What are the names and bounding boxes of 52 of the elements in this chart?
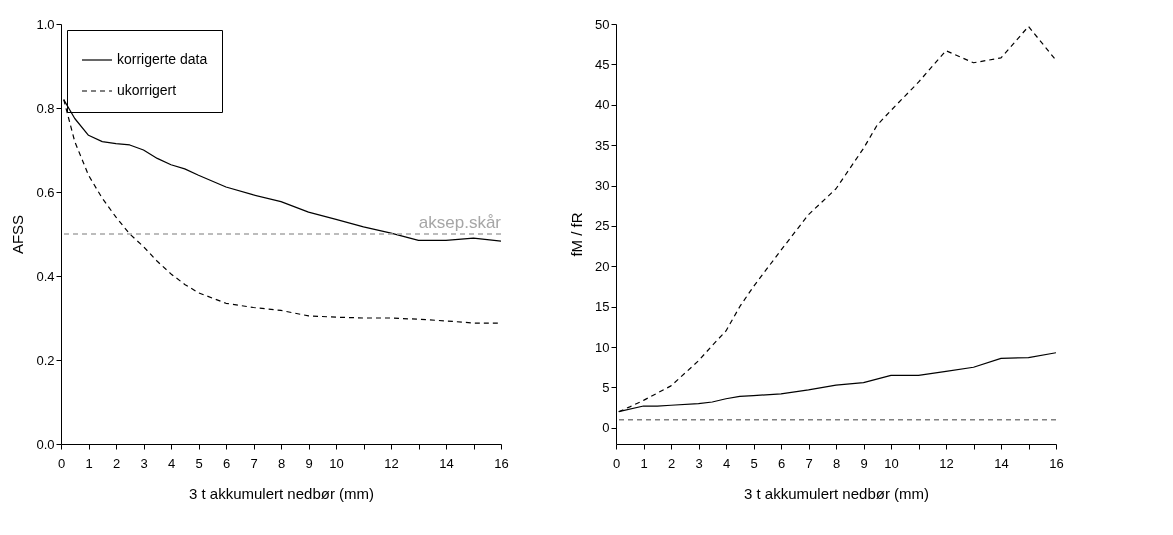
x-tick-label: 7 [250, 455, 258, 471]
y-tick-label: 40 [595, 97, 610, 113]
x-tick-label: 3 [140, 455, 148, 471]
x-tick-label: 8 [832, 455, 841, 471]
x-axis-title: 3 t akkumulert nedbør (mm) [743, 484, 930, 502]
x-tick-label: 8 [277, 455, 286, 471]
x-tick-label: 5 [750, 455, 758, 471]
x-tick-label: 7 [805, 455, 813, 471]
x-tick-label: 1 [85, 455, 93, 471]
x-tick-label: 0 [57, 455, 66, 471]
y-tick-label: 45 [595, 56, 610, 72]
y-tick-label: 0.6 [36, 184, 55, 200]
y-tick-label: 25 [595, 218, 610, 234]
x-tick-label: 16 [1049, 455, 1064, 471]
y-tick-label: 10 [595, 339, 610, 355]
x-tick-label: 9 [305, 455, 313, 471]
y-axis-title: fM / fR [568, 212, 586, 257]
x-tick-label: 12 [939, 455, 954, 471]
x-tick-label: 6 [222, 455, 231, 471]
y-tick-label: 0.8 [36, 100, 55, 116]
x-tick-label: 2 [667, 455, 676, 471]
x-tick-label: 0 [612, 455, 621, 471]
y-tick-label: 30 [595, 178, 610, 194]
x-axis-title: 3 t akkumulert nedbør (mm) [188, 484, 375, 502]
y-tick-label: 0.4 [36, 268, 55, 284]
x-tick-label: 3 [695, 455, 703, 471]
y-tick-label: 5 [602, 379, 610, 395]
legend-label: korrigerte data [117, 51, 208, 67]
x-tick-label: 1 [640, 455, 648, 471]
x-tick-label: 4 [167, 455, 176, 471]
y-tick-label: 20 [595, 258, 610, 274]
ref-line-label: aksep.skår [418, 213, 502, 232]
x-tick-label: 9 [860, 455, 868, 471]
y-tick-label: 50 [595, 16, 610, 32]
x-tick-label: 14 [994, 455, 1009, 471]
x-tick-label: 2 [112, 455, 121, 471]
y-tick-label: 0.2 [36, 352, 55, 368]
x-tick-label: 16 [494, 455, 509, 471]
y-axis-title: AFSS [9, 214, 27, 255]
y-tick-label: 0.0 [36, 436, 55, 452]
y-tick-label: 15 [595, 299, 610, 315]
x-tick-label: 6 [777, 455, 786, 471]
y-tick-label: 35 [595, 137, 610, 153]
x-tick-label: 12 [384, 455, 399, 471]
x-tick-label: 4 [722, 455, 731, 471]
x-tick-label: 5 [195, 455, 203, 471]
legend-label: ukorrigert [117, 82, 177, 98]
y-tick-label: 1.0 [36, 16, 55, 32]
y-tick-label: 0 [602, 420, 610, 436]
x-tick-label: 10 [884, 455, 899, 471]
x-tick-label: 10 [329, 455, 344, 471]
x-tick-label: 14 [439, 455, 454, 471]
